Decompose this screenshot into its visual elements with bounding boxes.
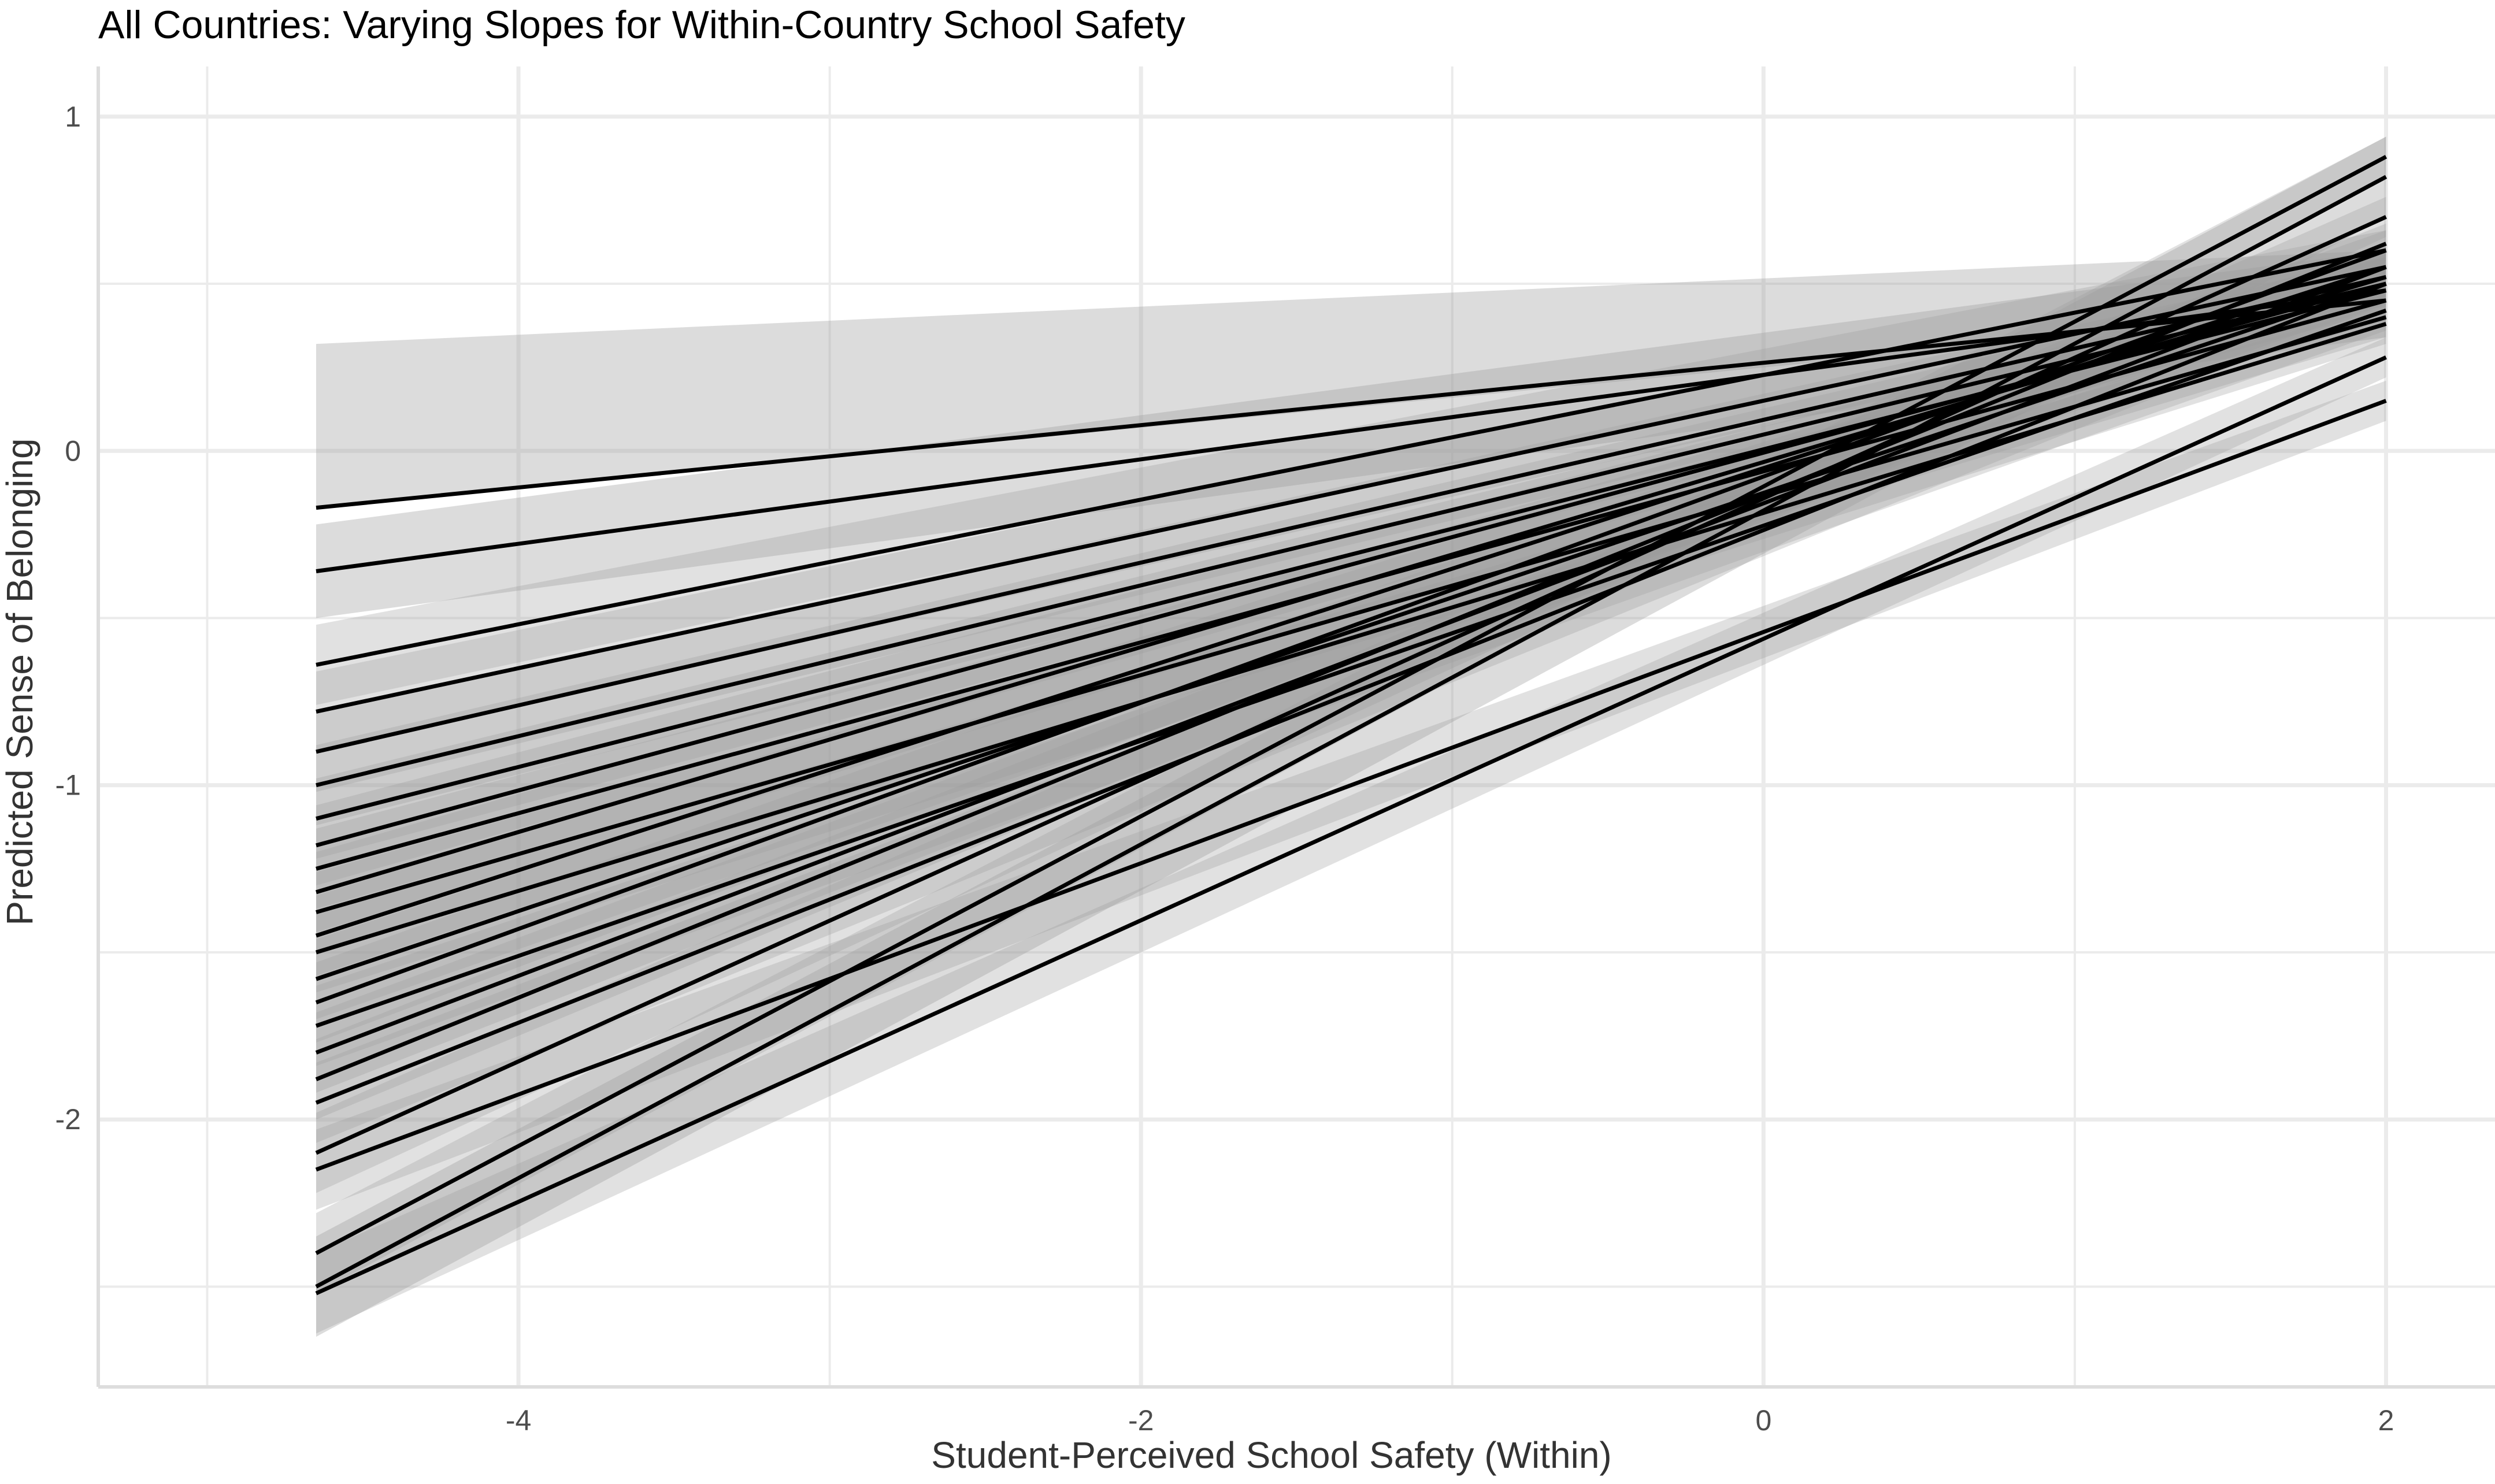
country-slope-line bbox=[316, 298, 2386, 510]
country-slope-line bbox=[316, 281, 2387, 788]
country-slope-line bbox=[315, 399, 2387, 1172]
y-axis-title: Predicted Sense of Belonging bbox=[0, 438, 40, 925]
confidence-ribbon bbox=[316, 250, 2386, 508]
confidence-ribbon bbox=[316, 250, 2386, 618]
confidence-ribbon bbox=[316, 303, 2386, 993]
country-slope-line bbox=[315, 242, 2387, 1082]
country-slope-line bbox=[315, 281, 2387, 1105]
y-tick-label: 1 bbox=[65, 101, 81, 133]
country-slope-line bbox=[315, 265, 2387, 938]
confidence-ribbon bbox=[316, 223, 2386, 1120]
country-slope-lines bbox=[315, 155, 2388, 1296]
country-slope-line bbox=[316, 248, 2387, 667]
country-slope-line bbox=[315, 355, 2387, 1296]
y-tick-label: -1 bbox=[55, 769, 81, 802]
confidence-ribbon bbox=[316, 230, 2386, 705]
confidence-ribbon bbox=[316, 380, 2386, 1210]
y-tick-label: -2 bbox=[55, 1103, 81, 1136]
country-slope-line bbox=[315, 175, 2388, 1289]
x-tick-label: 2 bbox=[2378, 1404, 2394, 1437]
country-slope-line bbox=[315, 155, 2388, 1255]
x-tick-label: 0 bbox=[1755, 1404, 1771, 1437]
axes bbox=[97, 66, 2495, 1389]
x-tick-label: -2 bbox=[1128, 1404, 1154, 1437]
x-axis-title: Student-Perceived School Safety (Within) bbox=[931, 1434, 1611, 1476]
confidence-ribbon bbox=[316, 337, 2386, 1334]
country-slope-line bbox=[316, 315, 2387, 914]
tick-labels: -4 -2 0 2 -2 -1 0 1 bbox=[55, 101, 2394, 1437]
y-tick-label: 0 bbox=[65, 435, 81, 467]
country-slope-line bbox=[315, 308, 2387, 1028]
confidence-ribbon bbox=[316, 264, 2386, 886]
confidence-ribbon bbox=[316, 247, 2386, 752]
chart-title: All Countries: Varying Slopes for Within… bbox=[98, 3, 1185, 47]
country-slope-line bbox=[315, 215, 2387, 1155]
country-slope-line bbox=[316, 275, 2387, 754]
x-tick-label: -4 bbox=[506, 1404, 531, 1437]
country-slope-line bbox=[315, 248, 2387, 1005]
